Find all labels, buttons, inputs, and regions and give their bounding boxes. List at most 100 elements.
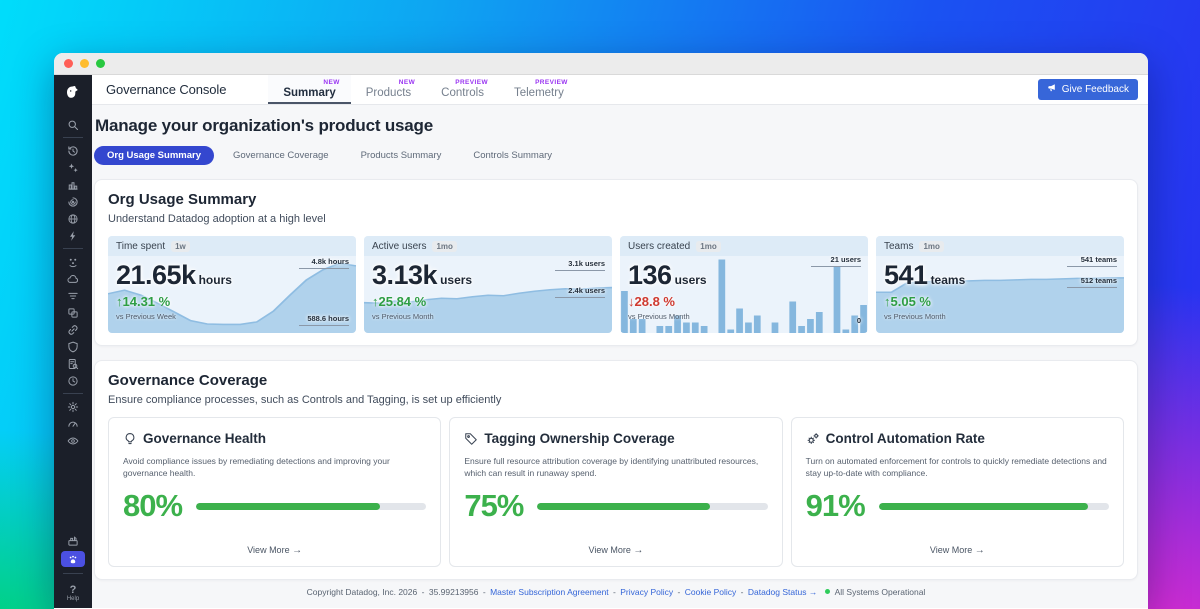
sidebar-divider [63, 393, 83, 394]
metric-period-badge: 1w [171, 240, 190, 252]
tag-icon [465, 432, 478, 445]
chart-min-label: 2.4k users [555, 286, 605, 298]
app-window: ? Help Governance Console NEW Summary NE… [54, 53, 1148, 609]
view-more-link[interactable]: View More → [247, 545, 303, 556]
megaphone-icon [1047, 83, 1057, 96]
card-title: Org Usage Summary [108, 191, 257, 208]
gauge-icon[interactable] [60, 415, 86, 432]
view-more-link[interactable]: View More → [588, 545, 644, 556]
gear-icon[interactable] [60, 398, 86, 415]
copyright-text: Copyright Datadog, Inc. 2026 [306, 587, 418, 597]
coverage-card-title: Control Automation Rate [806, 431, 1109, 446]
nav-tabs: NEW Summary NEW Products PREVIEW Control… [268, 75, 579, 104]
monitor-eye-icon[interactable] [60, 432, 86, 449]
coverage-progress-row: 80% [123, 488, 427, 524]
tab-products[interactable]: NEW Products [365, 79, 416, 99]
infrastructure-icon[interactable] [60, 176, 86, 193]
new-badge: NEW [398, 79, 416, 86]
delta-arrow: ↓ [628, 294, 635, 309]
card-subtitle: Understand Datadog adoption at a high le… [108, 213, 326, 225]
history-icon[interactable] [60, 142, 86, 159]
metric-title: Users created [628, 240, 691, 252]
coverage-card-description: Avoid compliance issues by remediating d… [123, 456, 390, 479]
pill-org-usage-summary[interactable]: Org Usage Summary [94, 146, 214, 165]
give-feedback-button[interactable]: Give Feedback [1037, 79, 1138, 100]
app-title: Governance Console [106, 82, 227, 97]
arrow-right-icon: → [292, 545, 303, 556]
metric-title: Active users [372, 240, 427, 252]
pill-products-summary[interactable]: Products Summary [348, 146, 455, 165]
link-icon[interactable] [60, 321, 86, 338]
governance-icon[interactable] [61, 551, 85, 567]
apm-icon[interactable] [60, 193, 86, 210]
tagging-ownership-card[interactable]: Tagging Ownership Coverage Ensure full r… [449, 417, 783, 567]
tab-summary[interactable]: NEW Summary [268, 75, 351, 104]
security-shield-icon[interactable] [60, 338, 86, 355]
link-privacy-policy[interactable]: Privacy Policy [620, 587, 674, 597]
metric-delta: ↓28.8 % [628, 294, 675, 309]
software-catalog-icon[interactable] [60, 304, 86, 321]
control-automation-card[interactable]: Control Automation Rate Turn on automate… [790, 417, 1124, 567]
network-icon[interactable] [60, 210, 86, 227]
metric-value: 21.65k hours [116, 260, 232, 290]
zoom-window-button[interactable] [96, 59, 105, 68]
progress-fill [537, 502, 711, 510]
chart-max-label: 3.1k users [555, 259, 605, 271]
metric-tile-time-spent[interactable]: Time spent 1w 21.65k hours ↑14.31 % vs Pr… [108, 236, 356, 333]
metric-period-badge: 1mo [432, 240, 457, 252]
sparkles-icon[interactable] [60, 159, 86, 176]
governance-coverage-card: Governance Coverage Ensure compliance pr… [94, 360, 1138, 580]
help-icon[interactable]: ? Help [66, 584, 80, 602]
link-master-subscription-agreement[interactable]: Master Subscription Agreement [490, 587, 609, 597]
metric-period-badge: 1mo [919, 240, 944, 252]
bar-chart [621, 259, 867, 333]
close-window-button[interactable] [64, 59, 73, 68]
governance-health-card[interactable]: Governance Health Avoid compliance issue… [108, 417, 442, 567]
pill-controls-summary[interactable]: Controls Summary [460, 146, 565, 165]
link-datadog-status[interactable]: Datadog Status → [747, 587, 818, 597]
status-text: All Systems Operational [834, 587, 926, 597]
new-badge: NEW [323, 79, 340, 86]
search-icon[interactable] [60, 116, 86, 133]
metric-tile-users-created[interactable]: Users created 1mo 136 users ↓28.8 % vs Pr… [620, 236, 868, 333]
preview-badge: PREVIEW [535, 79, 568, 86]
audit-icon[interactable] [60, 355, 86, 372]
page-title: Manage your organization's product usage [95, 116, 433, 135]
metric-comparison-label: vs Previous Month [372, 312, 434, 321]
coverage-cards: Governance Health Avoid compliance issue… [108, 417, 1124, 567]
metric-value: 541 teams [884, 260, 966, 290]
metric-value: 136 users [628, 260, 707, 290]
metric-comparison-label: vs Previous Week [116, 312, 176, 321]
tab-telemetry[interactable]: PREVIEW Telemetry [513, 79, 568, 99]
coverage-percent: 80% [123, 488, 183, 523]
cloud-icon[interactable] [60, 270, 86, 287]
metric-tile-active-users[interactable]: Active users 1mo 3.13k users ↑25.84 % vs … [364, 236, 612, 333]
sidebar: ? Help [54, 75, 92, 608]
lightning-icon[interactable] [60, 227, 86, 244]
minimize-window-button[interactable] [80, 59, 89, 68]
view-more-link[interactable]: View More → [929, 545, 985, 556]
pill-governance-coverage[interactable]: Governance Coverage [220, 146, 342, 165]
link-cookie-policy[interactable]: Cookie Policy [684, 587, 737, 597]
card-title: Governance Coverage [108, 372, 268, 389]
chart-max-label: 541 teams [1067, 255, 1117, 267]
metric-header: Users created 1mo [620, 236, 868, 256]
chart-min-label: 512 teams [1067, 276, 1117, 288]
preview-badge: PREVIEW [455, 79, 488, 86]
help-label: Help [66, 596, 80, 602]
logs-icon[interactable] [60, 287, 86, 304]
schedule-icon[interactable] [60, 372, 86, 389]
area-chart [364, 286, 612, 333]
page-content: Manage your organization's product usage… [92, 105, 1148, 608]
process-icon[interactable] [60, 532, 86, 549]
metric-tile-teams[interactable]: Teams 1mo 541 teams ↑5.05 % vs Previous M… [876, 236, 1124, 333]
card-subtitle: Ensure compliance processes, such as Con… [108, 394, 502, 406]
metric-header: Teams 1mo [876, 236, 1124, 256]
watchdog-icon[interactable] [60, 253, 86, 270]
coverage-progress-row: 75% [464, 488, 768, 524]
delta-arrow: ↑ [372, 294, 379, 309]
top-navigation: Governance Console NEW Summary NEW Produ… [92, 75, 1148, 105]
metric-comparison-label: vs Previous Month [628, 312, 690, 321]
coverage-percent: 75% [464, 488, 524, 523]
tab-controls[interactable]: PREVIEW Controls [441, 79, 488, 99]
